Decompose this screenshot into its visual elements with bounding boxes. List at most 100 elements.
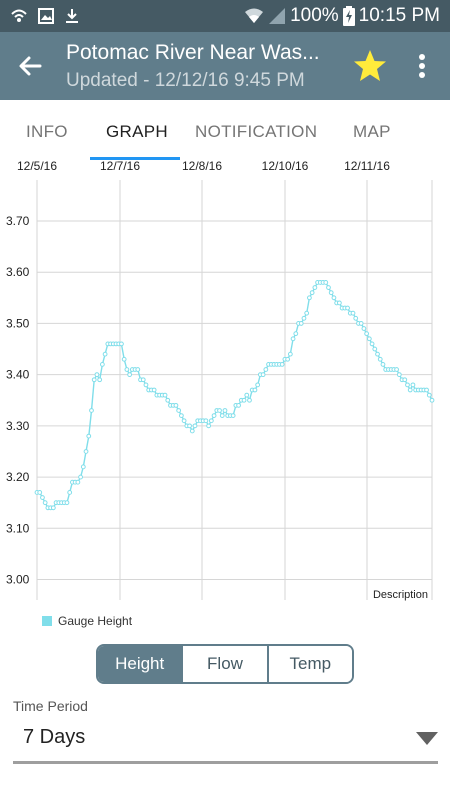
data-point bbox=[222, 408, 228, 413]
updated-timestamp: Updated - 12/12/16 9:45 PM bbox=[66, 70, 305, 91]
data-point bbox=[244, 392, 250, 398]
data-point bbox=[353, 315, 359, 321]
data-point bbox=[345, 305, 350, 311]
x-tick-label: 12/10/16 bbox=[262, 159, 309, 173]
battery-charging-icon bbox=[342, 6, 355, 26]
temp-button[interactable]: Temp bbox=[268, 646, 352, 682]
wifi-icon bbox=[11, 9, 27, 22]
data-point bbox=[217, 408, 222, 413]
flow-button[interactable]: Flow bbox=[183, 646, 269, 682]
app-bar: Potomac River Near Was... Updated - 12/1… bbox=[0, 32, 450, 100]
more-options-icon[interactable] bbox=[412, 50, 432, 82]
legend-label: Gauge Height bbox=[58, 614, 133, 628]
data-point bbox=[121, 356, 127, 362]
back-arrow-icon[interactable] bbox=[14, 50, 46, 82]
data-point bbox=[424, 387, 429, 393]
data-point bbox=[219, 413, 225, 419]
chart-description: Description bbox=[373, 589, 428, 601]
y-tick-label: 3.20 bbox=[6, 470, 30, 484]
data-point bbox=[135, 367, 141, 372]
data-point bbox=[86, 433, 92, 439]
data-point bbox=[124, 367, 130, 372]
data-point bbox=[143, 382, 149, 388]
data-point bbox=[247, 397, 252, 403]
data-point bbox=[178, 413, 184, 419]
data-point bbox=[89, 408, 94, 413]
x-tick-label: 12/7/16 bbox=[100, 159, 140, 173]
data-point bbox=[298, 321, 304, 326]
download-icon bbox=[66, 9, 78, 23]
gauge-height-chart[interactable]: 12/5/16 12/7/16 12/8/16 12/10/16 12/11/16 3.0… bbox=[0, 155, 450, 615]
data-point bbox=[331, 295, 337, 301]
tab-notification[interactable]: NOTIFICATION bbox=[195, 122, 318, 141]
time-period-label: Time Period bbox=[13, 698, 88, 714]
data-point bbox=[323, 280, 329, 285]
data-point bbox=[279, 361, 285, 367]
y-tick-label: 3.30 bbox=[6, 419, 30, 433]
status-bar: 100% 10:15 PM bbox=[0, 0, 450, 32]
wifi-signal-icon bbox=[245, 8, 264, 23]
y-tick-label: 3.60 bbox=[6, 265, 30, 279]
data-point bbox=[230, 413, 236, 419]
data-point bbox=[42, 500, 48, 506]
tab-map[interactable]: MAP bbox=[353, 122, 391, 141]
data-point bbox=[67, 490, 73, 495]
data-point bbox=[328, 290, 334, 296]
cell-signal-icon bbox=[269, 8, 286, 24]
data-point bbox=[241, 397, 247, 403]
data-point bbox=[304, 310, 310, 316]
y-tick-label: 3.40 bbox=[6, 368, 30, 382]
data-point bbox=[366, 336, 372, 342]
data-point bbox=[206, 423, 212, 429]
legend-swatch bbox=[42, 616, 52, 626]
data-point bbox=[151, 387, 157, 393]
tab-graph[interactable]: GRAPH bbox=[106, 122, 168, 141]
data-point bbox=[173, 402, 179, 408]
data-point bbox=[369, 341, 375, 347]
data-point bbox=[290, 336, 296, 342]
data-point bbox=[260, 372, 266, 378]
data-point bbox=[255, 382, 261, 388]
time-period-dropdown[interactable]: 7 Days bbox=[13, 718, 438, 764]
data-point bbox=[407, 387, 413, 393]
data-point bbox=[97, 377, 103, 383]
data-point bbox=[37, 490, 43, 495]
data-point bbox=[426, 392, 432, 398]
data-point bbox=[252, 387, 258, 393]
data-point bbox=[75, 479, 81, 485]
tab-info[interactable]: INFO bbox=[26, 122, 68, 141]
x-tick-label: 12/8/16 bbox=[182, 159, 222, 173]
data-point bbox=[429, 397, 435, 403]
series-line bbox=[37, 281, 433, 509]
data-point bbox=[307, 295, 312, 301]
data-point bbox=[119, 341, 124, 347]
data-point bbox=[40, 495, 45, 500]
favorite-star-icon[interactable] bbox=[352, 48, 388, 84]
data-point bbox=[91, 377, 97, 383]
y-tick-label: 3.00 bbox=[6, 573, 30, 587]
data-point bbox=[208, 418, 214, 424]
x-tick-label: 12/11/16 bbox=[344, 159, 390, 173]
data-point bbox=[127, 372, 133, 378]
data-point bbox=[309, 290, 315, 296]
data-point bbox=[162, 392, 168, 398]
active-tab-indicator bbox=[90, 157, 180, 160]
data-point bbox=[187, 423, 192, 429]
data-point bbox=[301, 315, 307, 321]
y-tick-label: 3.70 bbox=[6, 214, 30, 228]
page-title: Potomac River Near Was... bbox=[66, 41, 320, 64]
chart-svg[interactable]: 12/5/16 12/7/16 12/8/16 12/10/16 12/11/16 3.0… bbox=[0, 155, 450, 615]
data-point bbox=[78, 474, 83, 480]
data-point bbox=[405, 382, 410, 388]
data-point bbox=[372, 346, 378, 352]
data-point bbox=[402, 377, 408, 383]
data-point bbox=[410, 382, 416, 388]
measurement-toggle: Height Flow Temp bbox=[96, 644, 354, 684]
data-point bbox=[50, 505, 56, 511]
height-button[interactable]: Height bbox=[98, 646, 184, 682]
data-point bbox=[358, 321, 364, 326]
data-point bbox=[165, 397, 171, 403]
data-point bbox=[396, 372, 402, 378]
chart-legend: Gauge Height bbox=[42, 614, 132, 628]
data-point bbox=[94, 372, 100, 378]
